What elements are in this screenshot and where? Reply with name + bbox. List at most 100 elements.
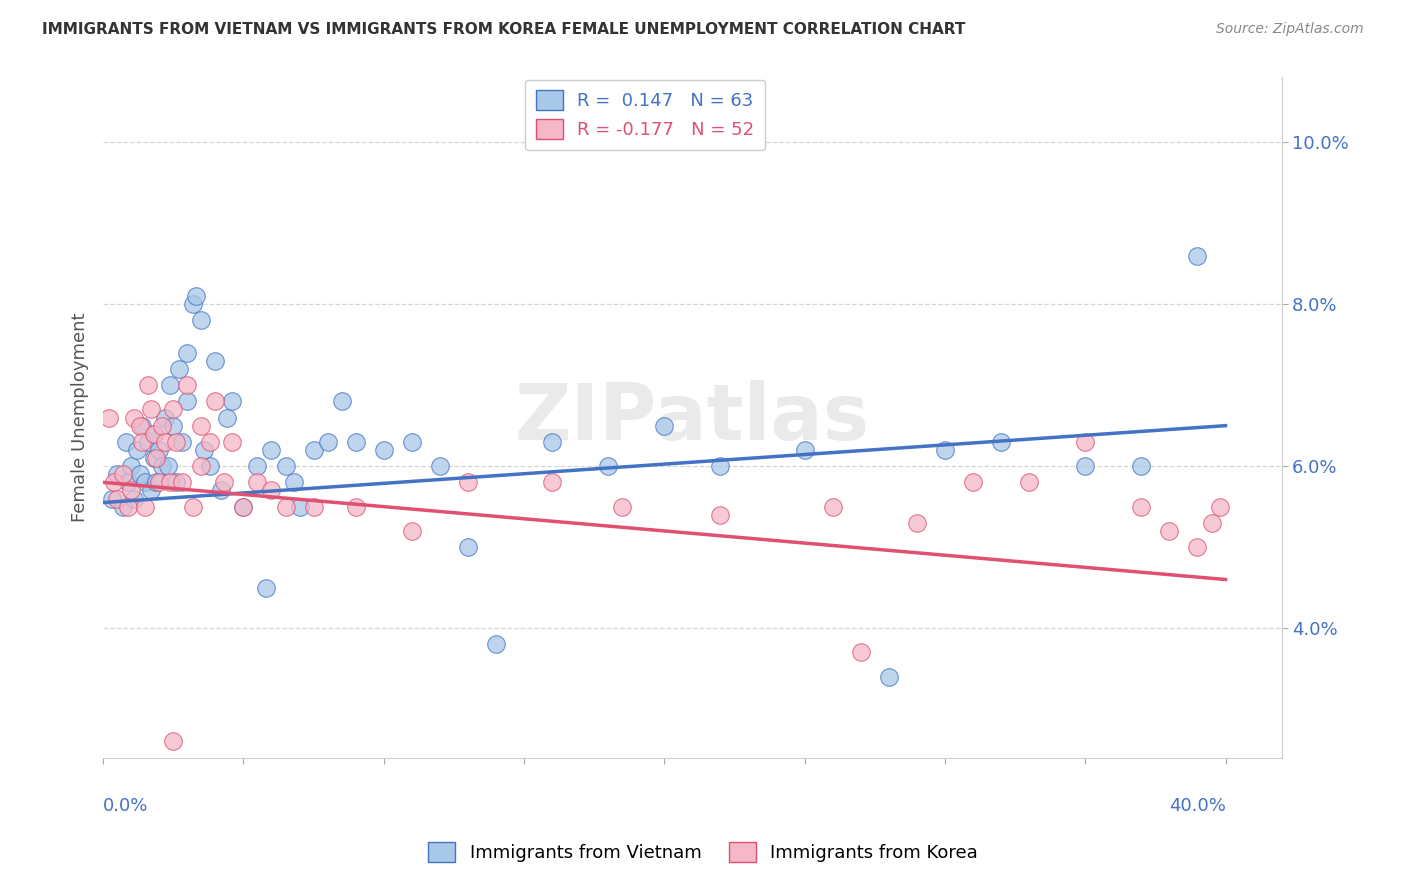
Point [905, 516, 928, 530]
Point [145, 451, 167, 466]
Point [1187, 249, 1209, 263]
Point [120, 483, 142, 498]
Text: 40.0%: 40.0% [1168, 797, 1226, 814]
Point [274, 500, 297, 514]
Point [612, 500, 634, 514]
Point [962, 475, 984, 490]
Point [198, 434, 221, 449]
Point [114, 434, 136, 449]
Point [821, 500, 844, 514]
Point [283, 475, 305, 490]
Point [105, 491, 128, 506]
Point [139, 483, 162, 498]
Point [111, 467, 134, 482]
Point [111, 500, 134, 514]
Point [128, 467, 150, 482]
Point [1187, 540, 1209, 554]
Point [134, 475, 156, 490]
Point [1074, 459, 1097, 474]
Point [150, 418, 173, 433]
Legend: Immigrants from Vietnam, Immigrants from Korea: Immigrants from Vietnam, Immigrants from… [420, 835, 986, 870]
Text: 0.0%: 0.0% [103, 797, 149, 814]
Legend: R =  0.147   N = 63, R = -0.177   N = 52: R = 0.147 N = 63, R = -0.177 N = 52 [524, 79, 765, 150]
Point [100, 491, 122, 506]
Y-axis label: Female Unemployment: Female Unemployment [72, 313, 89, 523]
Point [117, 475, 139, 490]
Point [1130, 459, 1153, 474]
Point [97, 410, 120, 425]
Point [302, 500, 325, 514]
Point [204, 354, 226, 368]
Point [148, 475, 170, 490]
Point [215, 410, 238, 425]
Point [153, 434, 176, 449]
Point [793, 442, 815, 457]
Point [344, 500, 367, 514]
Point [254, 581, 277, 595]
Point [176, 394, 198, 409]
Point [162, 734, 184, 748]
Point [190, 313, 212, 327]
Point [429, 459, 451, 474]
Point [541, 475, 564, 490]
Point [181, 500, 204, 514]
Point [142, 451, 165, 466]
Point [316, 434, 339, 449]
Point [117, 500, 139, 514]
Point [165, 475, 187, 490]
Point [260, 483, 283, 498]
Point [136, 434, 159, 449]
Point [184, 289, 207, 303]
Point [139, 402, 162, 417]
Point [1130, 500, 1153, 514]
Point [145, 475, 167, 490]
Point [153, 410, 176, 425]
Point [652, 418, 675, 433]
Point [167, 362, 190, 376]
Point [260, 442, 283, 457]
Point [401, 524, 423, 538]
Point [162, 418, 184, 433]
Text: Source: ZipAtlas.com: Source: ZipAtlas.com [1216, 22, 1364, 37]
Point [162, 402, 184, 417]
Point [288, 500, 311, 514]
Point [204, 394, 226, 409]
Point [1159, 524, 1181, 538]
Point [131, 418, 153, 433]
Point [142, 426, 165, 441]
Point [246, 475, 269, 490]
Point [209, 483, 232, 498]
Point [877, 670, 900, 684]
Point [181, 297, 204, 311]
Point [221, 434, 243, 449]
Point [232, 500, 254, 514]
Point [344, 434, 367, 449]
Point [401, 434, 423, 449]
Point [148, 442, 170, 457]
Text: IMMIGRANTS FROM VIETNAM VS IMMIGRANTS FROM KOREA FEMALE UNEMPLOYMENT CORRELATION: IMMIGRANTS FROM VIETNAM VS IMMIGRANTS FR… [42, 22, 966, 37]
Point [125, 442, 148, 457]
Point [330, 394, 353, 409]
Point [198, 459, 221, 474]
Point [302, 442, 325, 457]
Point [128, 418, 150, 433]
Point [159, 475, 181, 490]
Point [1201, 516, 1223, 530]
Point [136, 378, 159, 392]
Point [103, 475, 125, 490]
Point [122, 491, 145, 506]
Point [1018, 475, 1040, 490]
Point [246, 459, 269, 474]
Point [457, 540, 479, 554]
Point [990, 434, 1012, 449]
Point [134, 500, 156, 514]
Point [122, 410, 145, 425]
Point [159, 378, 181, 392]
Point [934, 442, 956, 457]
Point [212, 475, 235, 490]
Point [150, 459, 173, 474]
Point [193, 442, 215, 457]
Point [1209, 500, 1232, 514]
Point [457, 475, 479, 490]
Point [849, 645, 872, 659]
